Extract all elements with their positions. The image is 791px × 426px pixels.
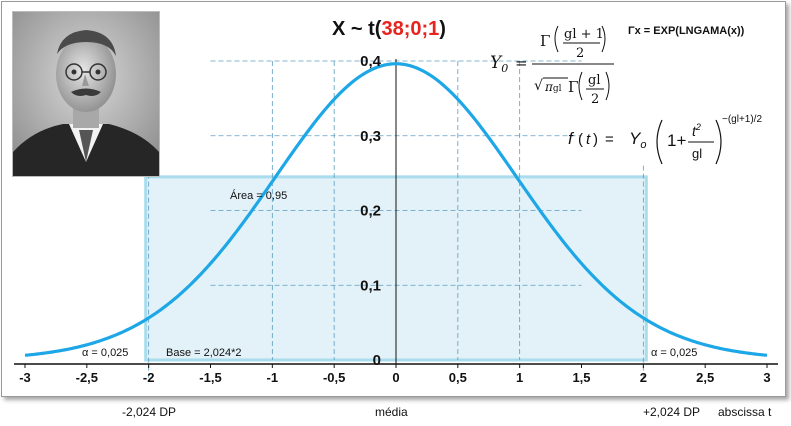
y-tick-label: 0,4 <box>360 53 382 70</box>
svg-text:2: 2 <box>576 46 584 61</box>
y-tick-label: 0,1 <box>360 277 381 294</box>
portrait-photo <box>12 11 160 177</box>
svg-text:2: 2 <box>591 92 599 107</box>
title-suffix: ) <box>439 18 446 40</box>
svg-text:f: f <box>568 129 575 148</box>
svg-text:(: ( <box>578 131 583 148</box>
svg-text:Yo: Yo <box>629 129 646 151</box>
x-tick-label: 3 <box>763 370 770 385</box>
svg-text:1+: 1+ <box>667 131 686 150</box>
x-tick-label: -1 <box>267 370 279 385</box>
svg-text:πgl: πgl <box>544 80 562 94</box>
formula-y0: Y0 = Γ gl + 1 2 √ πgl Γ gl 2 <box>490 25 614 107</box>
footer-right-dp: +2,024 DP <box>643 405 701 419</box>
y-tick-label: 0,3 <box>360 128 381 145</box>
formula-f: f ( t ) = Yo 1+ t2 gl −(gl+1)/2 <box>568 114 762 165</box>
area-label: Área = 0,95 <box>230 189 287 202</box>
gamma-note: Γx = EXP(LNGAMA(x)) <box>628 25 745 37</box>
svg-text:=: = <box>515 54 528 72</box>
x-tick-label: 1,5 <box>572 370 590 385</box>
x-tick-label: -0,5 <box>323 370 345 385</box>
x-tick-label: 2,5 <box>696 370 714 385</box>
x-tick-label: 2 <box>640 370 647 385</box>
base-label: Base = 2,024*2 <box>166 347 242 359</box>
svg-text:gl: gl <box>692 146 702 161</box>
x-tick-label: -1,5 <box>199 370 221 385</box>
x-tick-labels: -3 -2,5 -2 -1,5 -1 -0,5 0 0,5 1 1,5 2 2,5 3 <box>19 364 771 385</box>
footer-axis-name: abscissa t <box>718 405 772 419</box>
x-tick-label: -3 <box>19 370 31 385</box>
svg-text:): ) <box>593 131 598 148</box>
chart-frame: -3 -2,5 -2 -1,5 -1 -0,5 0 0,5 1 1,5 2 2,5 3 0 0,1 0,2 0… <box>1 1 786 397</box>
y-tick-label: 0 <box>373 352 381 369</box>
svg-text:Y0: Y0 <box>490 53 508 75</box>
x-tick-label: 1 <box>516 370 523 385</box>
density-curve <box>24 62 768 357</box>
svg-text:gl + 1: gl + 1 <box>564 27 604 42</box>
svg-text:t: t <box>586 131 591 148</box>
footer-center-mean: média <box>375 405 408 419</box>
svg-text:−(gl+1)/2: −(gl+1)/2 <box>722 114 762 125</box>
svg-text:Γ: Γ <box>568 78 578 96</box>
y-tick-label: 0,2 <box>360 203 381 220</box>
chart-title: X ~ t(38;0;1) <box>332 18 446 40</box>
svg-text:gl: gl <box>588 73 600 88</box>
svg-text:√: √ <box>534 78 543 94</box>
y-tick-labels: 0 0,1 0,2 0,3 0,4 <box>360 53 382 369</box>
x-tick-label: 0,5 <box>449 370 467 385</box>
alpha-right-label: α = 0,025 <box>651 347 697 359</box>
svg-text:=: = <box>605 131 614 148</box>
title-prefix: X ~ t( <box>332 18 382 40</box>
alpha-left-label: α = 0,025 <box>82 347 128 359</box>
footer-left-dp: -2,024 DP <box>122 405 177 419</box>
x-tick-label: -2,5 <box>76 370 98 385</box>
svg-text:Γ: Γ <box>540 32 550 50</box>
x-tick-label: 0 <box>392 370 399 385</box>
svg-text:t2: t2 <box>692 122 701 139</box>
x-tick-label: -2 <box>143 370 155 385</box>
t-distribution-chart: -3 -2,5 -2 -1,5 -1 -0,5 0 0,5 1 1,5 2 2,5 3 00,10,20… <box>14 18 778 385</box>
title-params: 38;0;1 <box>381 18 439 40</box>
